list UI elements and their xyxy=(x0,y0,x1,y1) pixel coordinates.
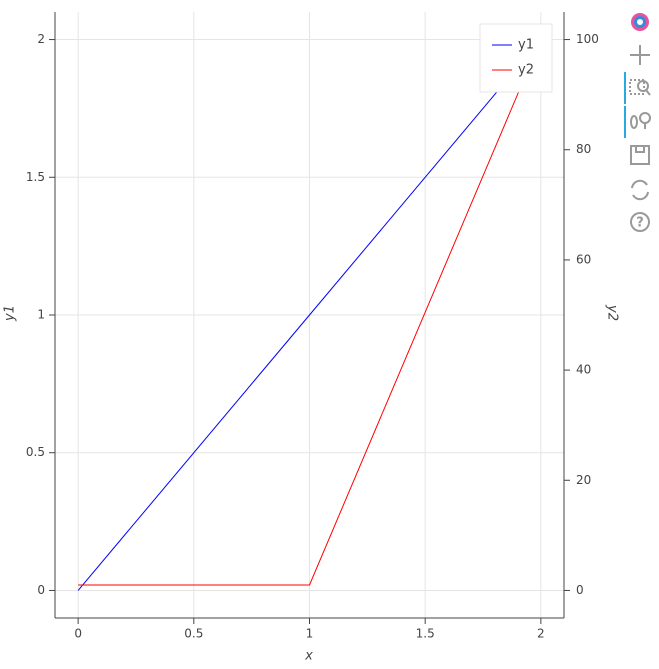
y2-tick-label: 100 xyxy=(576,32,599,46)
line xyxy=(78,39,542,586)
y2-tick-label: 60 xyxy=(576,252,591,266)
x-tick-label: 1.5 xyxy=(416,627,435,641)
x-tick-label: 2 xyxy=(537,627,545,641)
reset-tool[interactable] xyxy=(631,179,649,201)
active-indicator xyxy=(624,72,626,104)
save-tool[interactable] xyxy=(630,145,650,165)
help-tool[interactable]: ? xyxy=(630,212,650,232)
y2-tick-label: 80 xyxy=(576,142,591,156)
bokeh-logo xyxy=(631,13,649,31)
grid xyxy=(55,12,564,618)
x-axis-label: x xyxy=(304,649,313,664)
legend-box xyxy=(479,23,553,93)
x-tick-label: 1 xyxy=(306,627,314,641)
y-tick-label: 1.5 xyxy=(26,170,45,184)
toolbar: ? xyxy=(624,13,651,232)
y-tick-label: 2 xyxy=(37,32,45,46)
y-axis-label: y1 xyxy=(3,305,18,322)
pan-tool[interactable] xyxy=(630,45,650,65)
y2-tick-label: 40 xyxy=(576,363,591,377)
svg-text:?: ? xyxy=(636,216,644,231)
x-tick-label: 0.5 xyxy=(184,627,203,641)
legend-label: y1 xyxy=(518,38,534,53)
box-zoom-tool[interactable] xyxy=(629,79,651,96)
active-indicator xyxy=(624,106,626,138)
line xyxy=(77,39,542,591)
y-tick-label: 0 xyxy=(37,583,45,597)
y2-tick-label: 0 xyxy=(576,583,584,597)
y-tick-label: 1 xyxy=(37,308,45,322)
x-tick-label: 0 xyxy=(74,627,82,641)
wheel-zoom-tool[interactable] xyxy=(630,112,651,129)
y-tick-label: 0.5 xyxy=(26,445,45,459)
y2-tick-label: 20 xyxy=(576,473,591,487)
y2-axis-label: y2 xyxy=(605,304,620,321)
legend-label: y2 xyxy=(518,63,534,78)
